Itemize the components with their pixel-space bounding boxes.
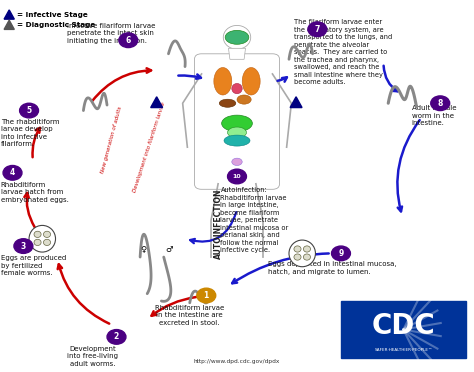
Circle shape: [308, 22, 327, 36]
Text: New generation of adults: New generation of adults: [100, 106, 123, 174]
Circle shape: [14, 239, 33, 253]
Ellipse shape: [228, 127, 246, 138]
Circle shape: [331, 246, 350, 261]
Ellipse shape: [34, 231, 41, 237]
Text: Autoinfection:
Rhabditiform larvae
in large intestine,
become filariform
larvae,: Autoinfection: Rhabditiform larvae in la…: [220, 187, 289, 253]
Text: Adult female
worm in the
intestine.: Adult female worm in the intestine.: [412, 105, 456, 126]
Text: Development into filariform larvae: Development into filariform larvae: [133, 101, 166, 193]
Text: AUTOINFECTION: AUTOINFECTION: [214, 189, 223, 259]
Circle shape: [119, 33, 138, 48]
Circle shape: [431, 96, 450, 110]
Text: 3: 3: [21, 241, 26, 251]
Circle shape: [19, 103, 38, 118]
Ellipse shape: [242, 68, 260, 95]
Ellipse shape: [232, 83, 242, 94]
Ellipse shape: [219, 99, 236, 107]
Ellipse shape: [34, 239, 41, 246]
FancyBboxPatch shape: [341, 301, 466, 358]
Text: Rhabditiform larvae
in the intestine are
excreted in stool.: Rhabditiform larvae in the intestine are…: [155, 305, 224, 326]
Text: 1: 1: [204, 291, 209, 300]
Polygon shape: [4, 10, 14, 19]
Text: Eggs deposited in intestinal mucosa,
hatch, and migrate to lumen.: Eggs deposited in intestinal mucosa, hat…: [268, 262, 396, 275]
Text: Rhabditiform
larvae hatch from
embryonated eggs.: Rhabditiform larvae hatch from embryonat…: [0, 182, 69, 203]
Ellipse shape: [232, 158, 242, 166]
Ellipse shape: [294, 254, 301, 260]
Polygon shape: [290, 97, 302, 108]
Polygon shape: [228, 48, 246, 59]
Text: 5: 5: [27, 106, 32, 115]
Circle shape: [3, 166, 22, 180]
Ellipse shape: [44, 231, 51, 237]
Circle shape: [107, 330, 126, 344]
Text: = Diagnostic Stage: = Diagnostic Stage: [17, 22, 95, 28]
Ellipse shape: [222, 115, 252, 132]
Ellipse shape: [303, 254, 310, 260]
Ellipse shape: [294, 246, 301, 252]
Ellipse shape: [289, 240, 316, 267]
Text: The rhabditiform
larvae develop
into infective
filariform.: The rhabditiform larvae develop into inf…: [0, 119, 59, 147]
Circle shape: [197, 288, 216, 303]
Text: 7: 7: [315, 25, 320, 34]
Text: 6: 6: [126, 36, 131, 45]
Text: 8: 8: [438, 99, 443, 108]
Text: ♀: ♀: [140, 244, 146, 254]
Polygon shape: [4, 20, 14, 29]
Text: Development
into free-living
adult worms.: Development into free-living adult worms…: [67, 346, 118, 367]
Ellipse shape: [225, 31, 249, 44]
Text: SAFER·HEALTHIER·PEOPLE™: SAFER·HEALTHIER·PEOPLE™: [374, 349, 432, 352]
Text: CDC: CDC: [372, 312, 435, 340]
Ellipse shape: [223, 25, 251, 49]
Ellipse shape: [214, 68, 232, 95]
Text: The filariform larvae enter
the circulatory system, are
transported to the lungs: The filariform larvae enter the circulat…: [294, 19, 392, 85]
Ellipse shape: [303, 246, 310, 252]
Ellipse shape: [224, 135, 250, 146]
Circle shape: [228, 169, 246, 184]
Text: 2: 2: [114, 333, 119, 341]
Text: Eggs are produced
by fertilized
female worms.: Eggs are produced by fertilized female w…: [0, 255, 66, 276]
Polygon shape: [151, 97, 163, 108]
Ellipse shape: [44, 239, 51, 246]
Text: 4: 4: [10, 168, 15, 177]
Ellipse shape: [29, 225, 55, 252]
FancyBboxPatch shape: [194, 54, 280, 189]
Text: http://www.dpd.cdc.gov/dpdx: http://www.dpd.cdc.gov/dpdx: [194, 359, 280, 364]
Text: ♂: ♂: [165, 244, 173, 254]
Ellipse shape: [237, 95, 251, 104]
Text: 9: 9: [338, 249, 344, 258]
Text: Infective filariform larvae
penetrate the intact skin
initiating the infection.: Infective filariform larvae penetrate th…: [67, 23, 155, 44]
Text: = Infective Stage: = Infective Stage: [17, 12, 88, 17]
Text: 10: 10: [233, 174, 241, 179]
